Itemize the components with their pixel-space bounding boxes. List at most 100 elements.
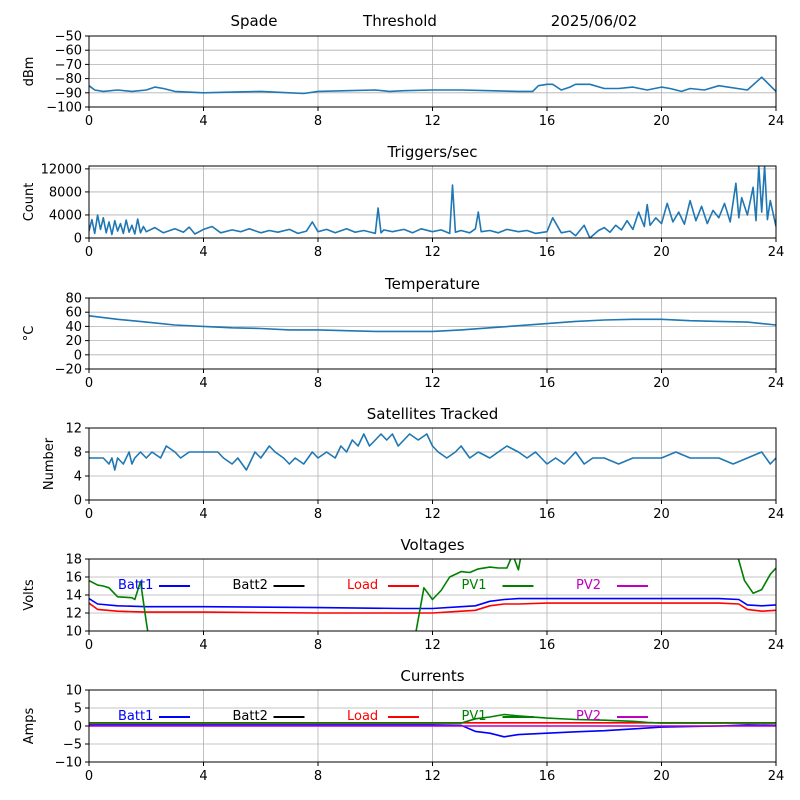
y-axis-label: Volts — [22, 579, 37, 611]
series-line-batt1 — [89, 724, 776, 738]
x-tick-label: 12 — [424, 638, 441, 653]
legend-label-pv2: PV2 — [576, 709, 601, 724]
panel-title: Currents — [400, 667, 464, 685]
legend-label-pv1: PV1 — [462, 578, 487, 593]
x-tick-label: 4 — [199, 507, 207, 522]
y-tick-label: 10 — [65, 625, 82, 640]
x-tick-label: 0 — [85, 245, 93, 260]
x-tick-label: 20 — [653, 769, 670, 784]
y-tick-label: 12 — [65, 422, 82, 437]
x-tick-label: 20 — [653, 638, 670, 653]
panel-title: Triggers/sec — [387, 143, 478, 161]
x-tick-label: 24 — [768, 245, 785, 260]
y-tick-label: 0 — [74, 232, 82, 247]
legend-label-batt2: Batt2 — [233, 709, 268, 724]
series-line-pv1 — [89, 713, 776, 724]
y-tick-label: −90 — [55, 86, 82, 101]
y-tick-label: 4 — [74, 470, 82, 485]
y-tick-label: 8 — [74, 446, 82, 461]
x-tick-label: 4 — [199, 114, 207, 129]
x-tick-label: 12 — [424, 114, 441, 129]
x-tick-label: 20 — [653, 507, 670, 522]
x-tick-label: 24 — [768, 507, 785, 522]
x-tick-label: 16 — [539, 507, 556, 522]
y-tick-label: −50 — [55, 30, 82, 45]
y-tick-label: 80 — [65, 292, 82, 307]
y-tick-label: 0 — [74, 720, 82, 735]
x-tick-label: 16 — [539, 769, 556, 784]
y-tick-label: 5 — [74, 702, 82, 717]
legend-label-batt2: Batt2 — [233, 578, 268, 593]
series-line-main — [89, 433, 776, 471]
x-tick-label: 12 — [424, 769, 441, 784]
series-line-main — [89, 166, 776, 238]
y-tick-label: 20 — [65, 334, 82, 349]
x-tick-label: 0 — [85, 507, 93, 522]
x-tick-label: 16 — [539, 245, 556, 260]
header-station: Spade — [231, 12, 278, 30]
header-mode: Threshold — [362, 12, 437, 30]
panel-title: Temperature — [384, 275, 480, 293]
y-tick-label: 0 — [74, 348, 82, 363]
y-axis-label: dBm — [22, 57, 37, 87]
legend-label-load: Load — [347, 709, 378, 724]
x-tick-label: 24 — [768, 114, 785, 129]
y-tick-label: 18 — [65, 553, 82, 568]
x-tick-label: 0 — [85, 638, 93, 653]
x-tick-label: 8 — [314, 114, 322, 129]
y-tick-label: 10 — [65, 684, 82, 699]
series-line-main — [89, 315, 776, 333]
panel-title: Voltages — [400, 536, 464, 554]
y-tick-label: 12 — [65, 607, 82, 622]
x-tick-label: 20 — [653, 114, 670, 129]
x-tick-label: 24 — [768, 376, 785, 391]
y-tick-label: 4000 — [49, 208, 82, 223]
header-date: 2025/06/02 — [551, 12, 637, 30]
panel-1: 0 4 8 12 16 20 24 −100−90−80−70−60−50 dBm — [22, 30, 784, 130]
y-axis-label: Count — [22, 183, 37, 222]
x-tick-label: 24 — [768, 638, 785, 653]
y-tick-label: 40 — [65, 320, 82, 335]
x-tick-label: 20 — [653, 376, 670, 391]
y-tick-label: 0 — [74, 494, 82, 509]
y-tick-label: −5 — [63, 738, 82, 753]
y-tick-label: 16 — [65, 571, 82, 586]
series-line-load — [89, 602, 776, 614]
x-tick-label: 8 — [314, 376, 322, 391]
y-tick-label: 8000 — [49, 185, 82, 200]
panel-4: 0 4 8 12 16 20 24 0 4 8 12 Number Satellites Tracked — [42, 405, 784, 522]
x-tick-label: 12 — [424, 245, 441, 260]
y-tick-label: −10 — [55, 756, 82, 771]
x-tick-label: 8 — [314, 507, 322, 522]
panel-2: 0 4 8 12 16 20 24 0 4000 8000 12000 Count Triggers/s… — [22, 143, 784, 260]
y-tick-label: −20 — [55, 363, 82, 378]
panel-6: 0 4 8 12 16 20 24 −10 −5 0 5 10 Amps Currents Batt1 Bat… — [22, 667, 784, 784]
legend-label-pv2: PV2 — [576, 578, 601, 593]
series-line-main — [89, 76, 776, 95]
x-tick-label: 0 — [85, 769, 93, 784]
y-tick-label: 12000 — [41, 162, 82, 177]
y-tick-label: −70 — [55, 58, 82, 73]
legend-label-batt1: Batt1 — [118, 578, 153, 593]
y-axis-label: Amps — [22, 707, 37, 744]
y-tick-label: −60 — [55, 44, 82, 59]
x-tick-label: 16 — [539, 638, 556, 653]
panel-5: 0 4 8 12 16 20 24 10 12 14 16 18 Volts Voltages Batt1 B… — [22, 536, 784, 653]
legend-label-load: Load — [347, 578, 378, 593]
x-tick-label: 16 — [539, 114, 556, 129]
x-tick-label: 24 — [768, 769, 785, 784]
x-tick-label: 8 — [314, 245, 322, 260]
y-tick-label: −100 — [46, 101, 82, 116]
x-tick-label: 0 — [85, 376, 93, 391]
x-tick-label: 4 — [199, 245, 207, 260]
series-line-batt1 — [89, 597, 776, 610]
series-line-pv1 — [89, 559, 776, 631]
x-tick-label: 12 — [424, 376, 441, 391]
y-axis-label: °C — [22, 326, 37, 342]
y-tick-label: −80 — [55, 72, 82, 87]
y-tick-label: 60 — [65, 306, 82, 321]
x-tick-label: 12 — [424, 507, 441, 522]
legend-label-pv1: PV1 — [462, 709, 487, 724]
